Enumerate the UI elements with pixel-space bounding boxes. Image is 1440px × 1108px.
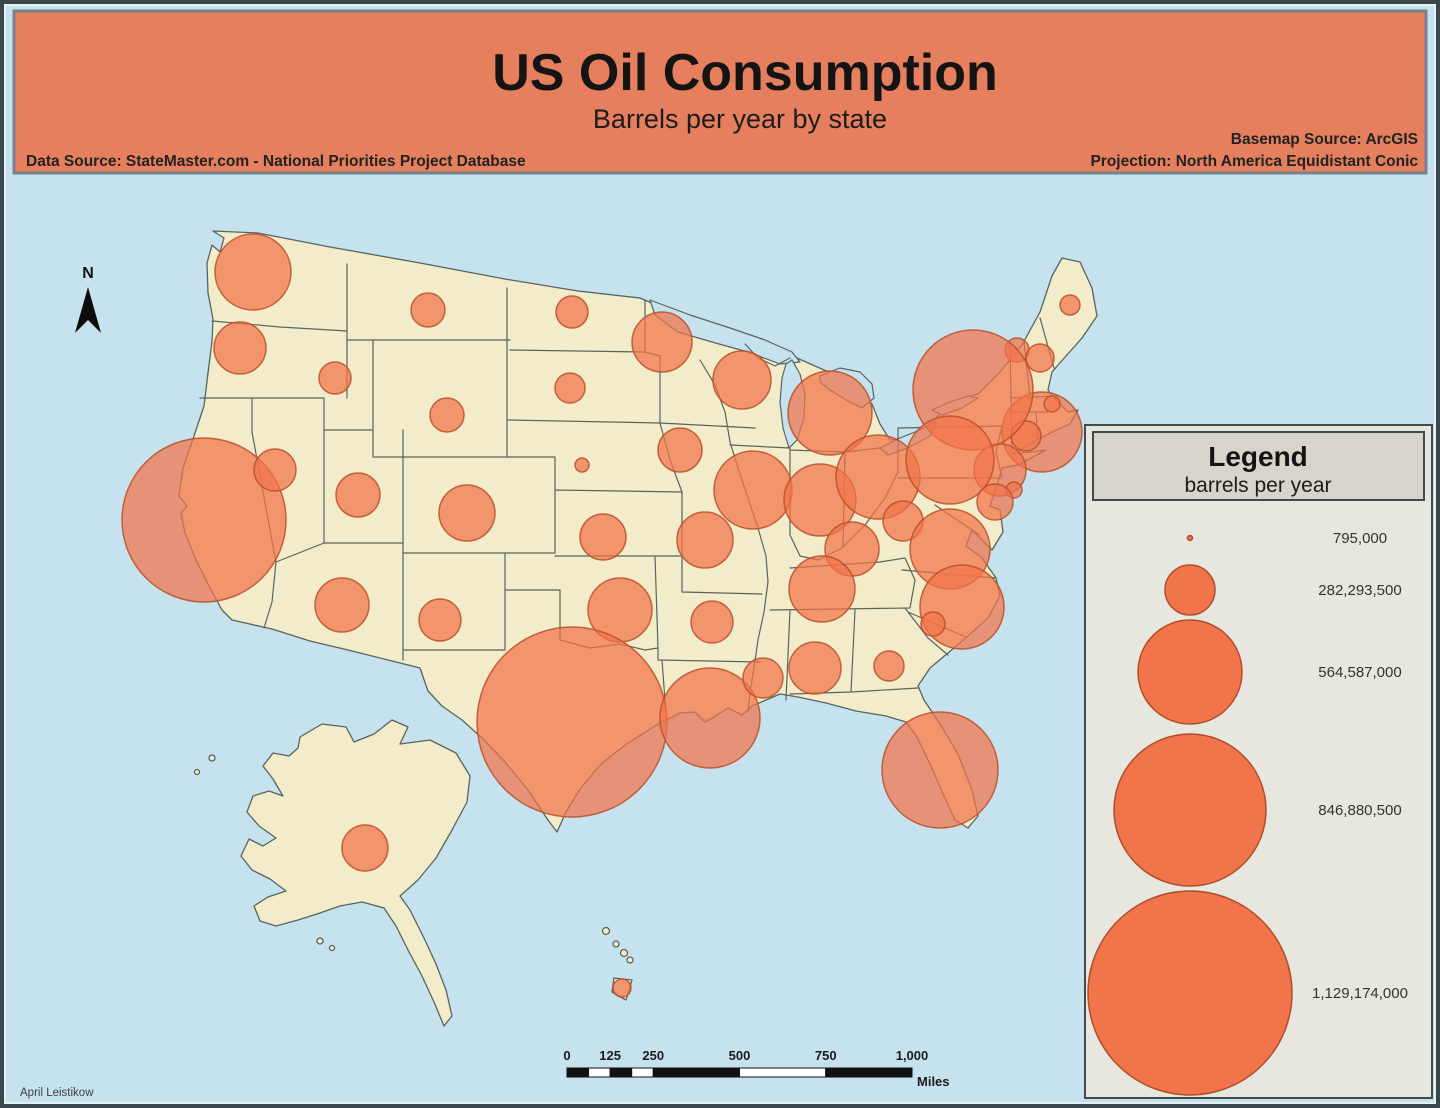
aleutian-island [193,768,201,776]
bubble-MI [787,370,873,456]
scale-tick: 750 [815,1048,837,1063]
bubble-RI [1043,395,1061,413]
scale-segment [588,1067,611,1078]
projection-note: Projection: North America Equidistant Co… [1090,153,1418,170]
scale-bar: Miles 0 125 250 500 750 1,000 [563,1048,949,1089]
bubble-TX [476,626,668,818]
north-arrow-icon [75,287,101,333]
bubble-IL [713,450,793,530]
scale-unit: Miles [917,1074,950,1089]
frame-bevel [4,4,1436,1104]
aleutian-island [328,944,336,952]
scale-segment [825,1067,913,1078]
bubble-AZ [314,577,370,633]
bubble-KS [579,513,627,561]
aleutian-island [316,937,324,945]
bubble-SC [920,611,946,637]
scale-segment [739,1067,827,1078]
legend-value: 564,587,000 [1318,664,1401,681]
scale-tick: 0 [563,1048,570,1063]
legend-title: Legend [1208,441,1308,472]
bubble-AR [690,600,734,644]
bubble-WI [712,350,772,410]
legend-header [1092,431,1425,501]
bubble-FL [881,711,999,829]
legend: Legend barrels per year 795,000 282,293,5… [1084,424,1433,1099]
bubble-PA [905,415,995,505]
scale-segment [566,1067,590,1078]
legend-subtitle: barrels per year [1184,474,1331,497]
header: US Oil Consumption Barrels per year by s… [12,9,1428,175]
data-source: Data Source: StateMaster.com - National … [26,153,526,170]
bubble-OR [213,321,267,375]
bubble-MT [410,292,446,328]
bubble-AK [341,824,389,872]
bubble-MO [676,511,734,569]
legend-value: 282,293,500 [1318,582,1401,599]
bubble-WY [429,397,465,433]
scale-tick: 500 [729,1048,751,1063]
north-label: N [82,265,94,282]
legend-items: 795,000 282,293,500 564,587,000 846,880,500… [1087,530,1408,1096]
bubble-CO [438,484,496,542]
legend-symbol [1137,619,1243,725]
bubble-NM [418,598,462,642]
bubble-NH [1025,343,1055,373]
bubble-NV [253,448,297,492]
bubble-ID [318,361,352,395]
scale-tick: 1,000 [896,1048,929,1063]
bubble-TN [788,555,856,623]
legend-symbol [1164,564,1216,616]
aleutian-island [208,754,216,762]
legend-value: 795,000 [1333,530,1387,547]
bubble-GA [873,650,905,682]
scale-segment [609,1067,633,1078]
bubble-MS [742,657,784,699]
bubble-ME [1059,294,1081,316]
legend-value: 1,129,174,000 [1312,985,1408,1002]
legend-symbol [1186,534,1194,542]
scale-tick: 250 [642,1048,664,1063]
author-credit: April Leistikow [20,1087,94,1099]
scale-outline [566,1067,913,1078]
bubble-NE [574,457,590,473]
state-bubbles [121,233,1083,998]
bubble-WA [214,233,292,311]
scale-segment [631,1067,654,1078]
map-title: US Oil Consumption [492,44,998,102]
alaska [240,719,471,1027]
basemap-source: Basemap Source: ArcGIS [1231,131,1418,148]
scale-tick: 125 [599,1048,621,1063]
map-subtitle: Barrels per year by state [593,104,887,134]
bubble-CA [121,437,287,603]
bubble-MN [631,311,693,373]
bubble-HI [612,978,632,998]
bubble-SD [554,372,586,404]
north-arrow: N [75,265,101,333]
bubble-ND [555,295,589,329]
bubble-AL [788,641,842,695]
legend-symbol [1113,733,1267,887]
legend-symbol [1087,890,1293,1096]
bubble-MD [976,483,1014,521]
scale-segment [652,1067,740,1078]
bubble-UT [335,472,381,518]
legend-value: 846,880,500 [1318,802,1401,819]
bubble-LA [659,667,761,769]
bubble-IA [657,427,703,473]
header-panel [12,9,1428,175]
